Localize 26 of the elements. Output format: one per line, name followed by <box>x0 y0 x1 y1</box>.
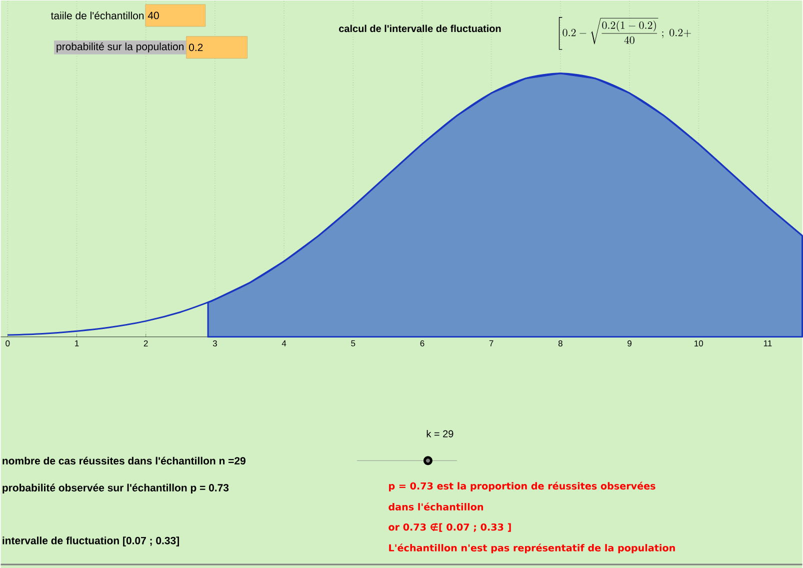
x-tick-label: 2 <box>144 340 148 346</box>
x-tick-label: 4 <box>282 340 286 346</box>
text: probabilité sur la population <box>56 42 184 52</box>
x-tick-label: 11 <box>764 340 772 346</box>
text: $\left[0.2-\sqrt{\frac{0.2(1-0.2)}{40}}\ ;\ 0.2+\right.$ <box>558 16 691 50</box>
text: p = 0.73 est la proportion de réussites observées <box>389 482 656 492</box>
text: dans l'échantillon <box>388 502 484 510</box>
x-tick-label: 0 <box>6 340 10 346</box>
text: probabilité observée sur l'échantillon p = 0.73 <box>2 483 229 494</box>
text: k = 29 <box>426 430 454 438</box>
x-tick-label: 1 <box>75 340 79 346</box>
text: nombre de cas réussites dans l'échantillon n =29 <box>2 456 246 464</box>
x-tick-label: 8 <box>558 340 562 346</box>
text: 0.2 <box>189 43 203 51</box>
text: 40 <box>148 12 159 19</box>
x-tick-label: 6 <box>420 340 424 346</box>
x-tick-label: 7 <box>489 340 494 346</box>
text: intervalle de fluctuation [0.07 ; 0.33] <box>2 536 179 546</box>
x-tick-label: 9 <box>628 340 632 346</box>
x-tick-label: 10 <box>694 340 703 346</box>
x-tick-label: 3 <box>212 340 217 346</box>
chart-title: calcul de l'intervalle de fluctuation <box>339 24 501 32</box>
text: L'échantillon n'est pas représentatif de la population <box>389 543 675 554</box>
text: taiile de l'échantillon <box>50 11 144 20</box>
text: or 0.73 ∉[ 0.07 ; 0.33 ] <box>388 522 511 532</box>
x-tick-label: 5 <box>351 340 356 346</box>
